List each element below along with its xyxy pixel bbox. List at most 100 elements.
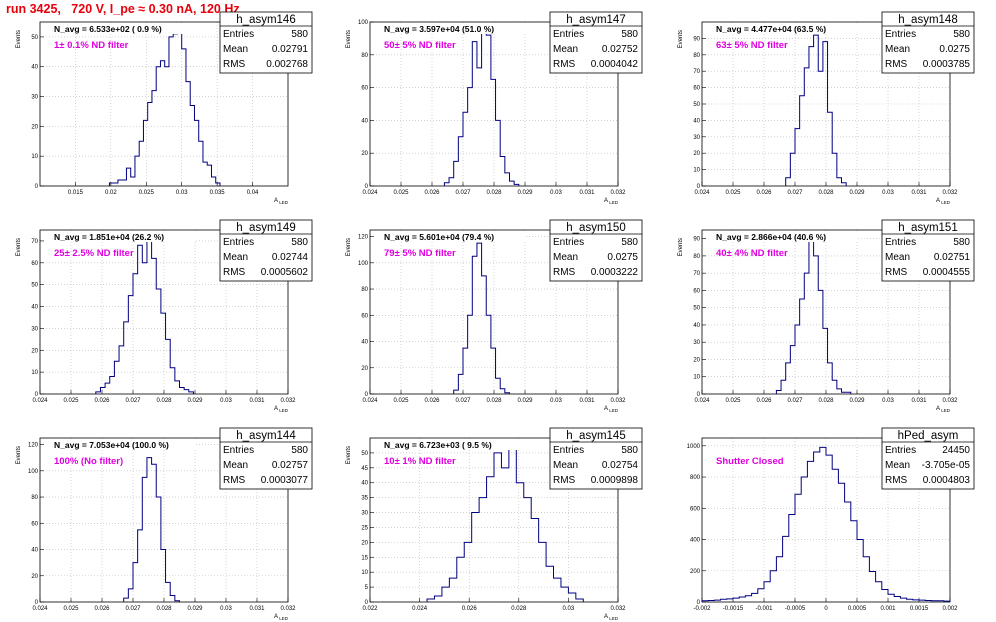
x-tick-label: 0.029 [849, 190, 865, 196]
x-axis-label: A LED [274, 198, 289, 205]
x-tick-label: 0.031 [249, 606, 265, 612]
y-tick-label: 0 [697, 600, 701, 606]
y-tick-label: 0 [35, 392, 39, 398]
stats-title: h_asym148 [898, 14, 957, 26]
stats-title: hPed_asym [898, 430, 959, 442]
stats-value-rms: 0.0003077 [261, 475, 309, 486]
stats-value-rms: 0.0003785 [923, 59, 971, 70]
x-tick-label: 0.027 [455, 398, 471, 404]
stats-key-rms: RMS [885, 59, 908, 70]
stats-box: h_asym145 Entries 580 Mean 0.02754 RMS 0.00098… [549, 427, 643, 490]
x-tick-label: 0.031 [911, 398, 927, 404]
stats-box: h_asym151 Entries 580 Mean 0.02751 RMS 0.00045… [881, 219, 975, 282]
x-axis-label: A LED [604, 614, 619, 621]
stats-value-entries: 580 [953, 29, 970, 40]
x-tick-label: -0.001 [755, 606, 773, 612]
y-tick-label: 0 [365, 600, 369, 606]
x-tick-label: 0.0015 [910, 606, 929, 612]
x-tick-label: 0.026 [756, 190, 772, 196]
y-tick-label: 80 [31, 495, 38, 501]
x-tick-label: 0.027 [787, 190, 803, 196]
stats-box-frame [881, 219, 975, 282]
stats-value-entries: 580 [621, 29, 638, 40]
stats-key-mean: Mean [885, 44, 910, 55]
n-avg-box [46, 439, 196, 450]
stats-box-frame [549, 427, 643, 490]
histogram-line [108, 30, 221, 186]
stats-box-frame [219, 427, 313, 490]
stats-key-rms: RMS [553, 59, 576, 70]
x-tick-label: 0.024 [362, 190, 378, 196]
n-avg-label: N_avg = 3.597e+04 (51.0 %) [384, 24, 494, 34]
x-tick-label: 0.026 [94, 398, 110, 404]
y-tick-label: 40 [693, 118, 700, 124]
n-avg-label: N_avg = 4.477e+04 (63.5 %) [716, 24, 826, 34]
y-axis-label: Events [346, 238, 352, 256]
stats-value-entries: 580 [291, 29, 308, 40]
y-tick-label: 80 [693, 53, 700, 59]
y-tick-label: 20 [31, 574, 38, 580]
y-tick-label: 30 [31, 95, 38, 101]
n-avg-label: N_avg = 5.601e+04 (79.4 %) [384, 232, 494, 242]
y-tick-label: 20 [31, 348, 38, 354]
x-tick-label: 0.025 [725, 398, 741, 404]
stats-key-entries: Entries [885, 237, 916, 248]
stats-value-entries: 580 [621, 237, 638, 248]
n-avg-box [376, 439, 526, 450]
x-tick-label: -0.002 [693, 606, 711, 612]
y-tick-label: 25 [361, 525, 368, 531]
y-tick-label: 50 [693, 102, 700, 108]
stats-key-entries: Entries [223, 445, 254, 456]
stats-value-rms: 0.0004042 [591, 59, 639, 70]
filter-label: 100% (No filter) [54, 456, 123, 467]
stats-key-rms: RMS [223, 267, 246, 278]
x-tick-label: 0.025 [63, 606, 79, 612]
histogram-panel-h_asym145: 0.022 0.024 0.026 0.028 0.03 0.032 0 5 10 15 20 25 3… [346, 427, 643, 621]
histogram-line [775, 238, 852, 394]
y-axis-label: Events [678, 30, 684, 48]
y-tick-label: 10 [31, 154, 38, 160]
x-tick-label: 0.031 [249, 398, 265, 404]
y-tick-label: 800 [690, 475, 701, 481]
histogram-line [443, 29, 520, 186]
stats-key-rms: RMS [553, 475, 576, 486]
x-tick-label: 0.024 [694, 398, 710, 404]
y-tick-label: 0 [697, 392, 701, 398]
x-tick-label: 0.0005 [848, 606, 867, 612]
stats-box: h_asym146 Entries 580 Mean 0.02791 RMS 0.00276… [219, 11, 313, 74]
n-avg-label: N_avg = 6.723e+03 ( 9.5 %) [384, 440, 492, 450]
y-tick-label: 50 [693, 306, 700, 312]
y-tick-label: 50 [361, 451, 368, 457]
y-tick-label: 80 [693, 254, 700, 260]
x-tick-label: 0.027 [125, 398, 141, 404]
plot-frame [369, 437, 619, 603]
stats-value-entries: 580 [291, 445, 308, 456]
y-tick-label: 600 [690, 506, 701, 512]
stats-value-entries: 580 [953, 237, 970, 248]
x-axis-label: A LED [274, 614, 289, 621]
stats-key-mean: Mean [885, 460, 910, 471]
y-axis-label: Events [678, 238, 684, 256]
x-tick-label: 0.03 [220, 606, 232, 612]
stats-key-entries: Entries [223, 29, 254, 40]
y-axis-label: Events [16, 30, 22, 48]
stats-key-mean: Mean [223, 460, 248, 471]
histogram-panel-h_asym144: 0.024 0.025 0.026 0.027 0.028 0.029 0.03 0.031 0… [16, 427, 313, 621]
stats-value-mean: 0.02752 [602, 44, 639, 55]
stats-value-mean: 0.02744 [272, 252, 309, 263]
x-tick-label: 0.022 [362, 606, 378, 612]
x-tick-label: 0.03 [882, 190, 894, 196]
n-avg-box [46, 23, 196, 34]
x-tick-label: 0.024 [32, 606, 48, 612]
x-tick-label: 0.025 [139, 190, 155, 196]
x-tick-label: 0.026 [94, 606, 110, 612]
stats-title: h_asym146 [236, 14, 295, 26]
stats-box: hPed_asym Entries 24450 Mean -3.705e-05 RMS 0.… [881, 427, 975, 490]
y-tick-label: 45 [361, 466, 368, 472]
x-tick-label: 0.032 [610, 190, 626, 196]
y-tick-label: 10 [693, 375, 700, 381]
stats-title: h_asym147 [566, 14, 625, 26]
y-axis-label: Events [346, 30, 352, 48]
histogram-panel-h_asym146: 0.015 0.02 0.025 0.03 0.035 0.04 0 10 20 30 40 50 Ev… [16, 11, 313, 205]
y-tick-label: 0 [697, 184, 701, 190]
